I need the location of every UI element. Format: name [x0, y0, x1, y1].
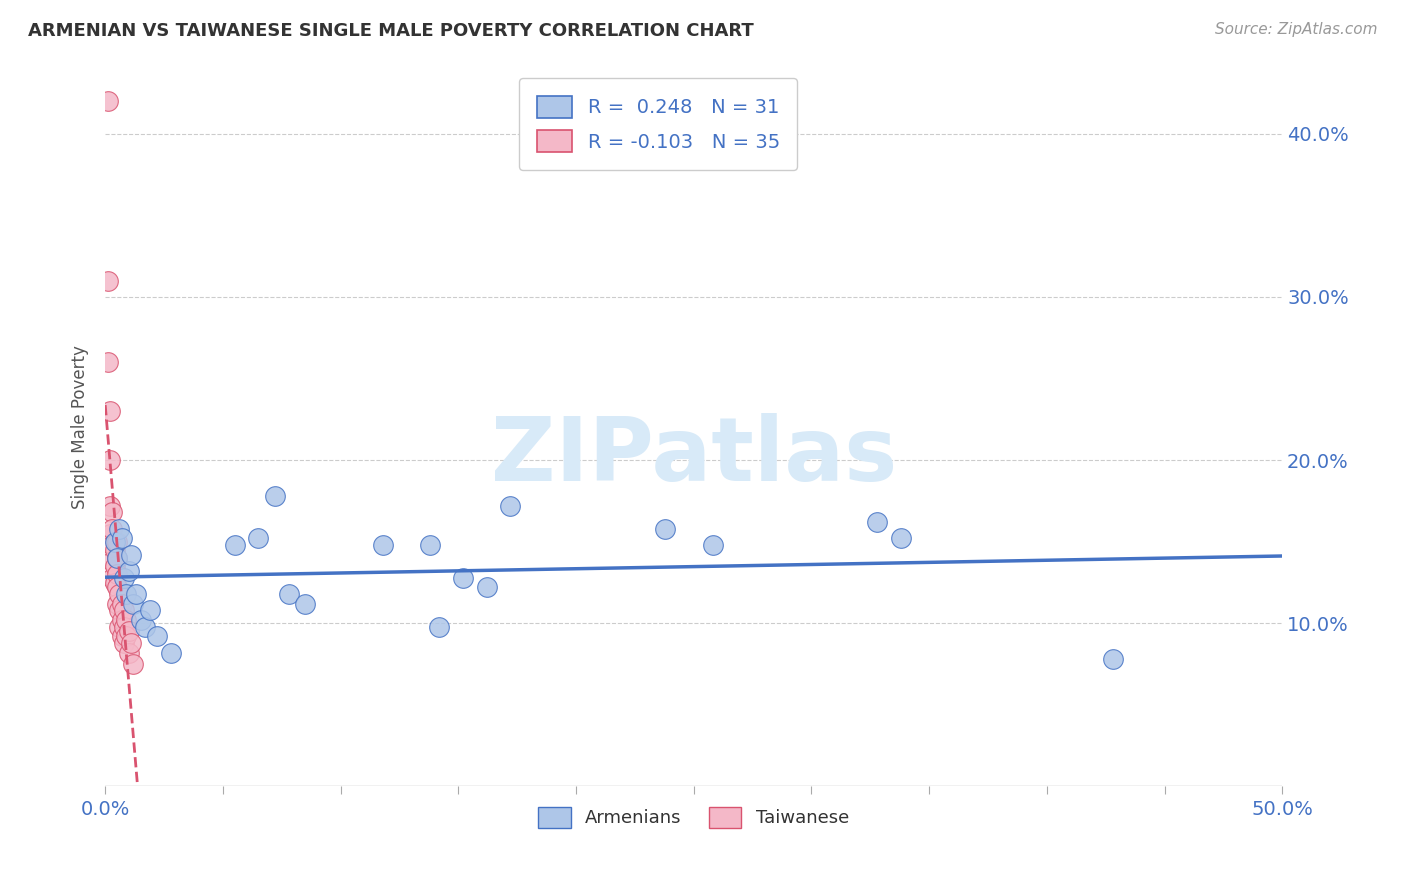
- Point: [104, 534, 127, 549]
- Point: [112, 636, 135, 650]
- Point: [97, 94, 120, 108]
- Point: [112, 603, 135, 617]
- Point: [101, 571, 124, 585]
- Point: [129, 613, 152, 627]
- Text: Source: ZipAtlas.com: Source: ZipAtlas.com: [1215, 22, 1378, 37]
- Point: [112, 619, 135, 633]
- Text: ZIPatlas: ZIPatlas: [491, 413, 897, 500]
- Point: [111, 597, 134, 611]
- Point: [105, 581, 128, 595]
- Point: [105, 567, 128, 582]
- Legend: Armenians, Taiwanese: Armenians, Taiwanese: [531, 799, 856, 835]
- Point: [224, 538, 246, 552]
- Y-axis label: Single Male Poverty: Single Male Poverty: [72, 345, 89, 509]
- Point: [105, 551, 128, 566]
- Point: [108, 619, 131, 633]
- Point: [104, 542, 127, 557]
- Point: [419, 538, 441, 552]
- Point: [890, 532, 912, 546]
- Point: [122, 597, 145, 611]
- Point: [277, 587, 299, 601]
- Point: [108, 603, 131, 617]
- Point: [101, 538, 124, 552]
- Point: [654, 522, 676, 536]
- Point: [105, 551, 128, 566]
- Point: [105, 534, 128, 549]
- Point: [112, 571, 135, 585]
- Point: [125, 587, 148, 601]
- Point: [429, 619, 451, 633]
- Point: [101, 505, 124, 519]
- Point: [101, 554, 124, 568]
- Point: [134, 619, 156, 633]
- Point: [104, 575, 127, 590]
- Point: [105, 597, 128, 611]
- Point: [111, 532, 134, 546]
- Point: [263, 489, 285, 503]
- Point: [98, 453, 121, 467]
- Point: [499, 499, 522, 513]
- Point: [118, 564, 141, 578]
- Point: [104, 559, 127, 574]
- Point: [702, 538, 724, 552]
- Point: [139, 603, 162, 617]
- Point: [294, 597, 316, 611]
- Point: [160, 646, 183, 660]
- Point: [98, 499, 121, 513]
- Point: [118, 646, 141, 660]
- Point: [97, 274, 120, 288]
- Point: [146, 629, 169, 643]
- Point: [111, 629, 134, 643]
- Point: [115, 587, 138, 601]
- Point: [108, 522, 131, 536]
- Point: [97, 355, 120, 369]
- Point: [247, 532, 270, 546]
- Point: [120, 548, 142, 562]
- Point: [98, 526, 121, 541]
- Point: [115, 629, 138, 643]
- Point: [115, 613, 138, 627]
- Point: [108, 587, 131, 601]
- Point: [120, 636, 142, 650]
- Point: [866, 515, 889, 529]
- Text: ARMENIAN VS TAIWANESE SINGLE MALE POVERTY CORRELATION CHART: ARMENIAN VS TAIWANESE SINGLE MALE POVERT…: [28, 22, 754, 40]
- Point: [1101, 652, 1123, 666]
- Point: [122, 657, 145, 672]
- Point: [451, 571, 474, 585]
- Point: [371, 538, 394, 552]
- Point: [475, 581, 498, 595]
- Point: [111, 613, 134, 627]
- Point: [98, 404, 121, 418]
- Point: [101, 522, 124, 536]
- Point: [118, 624, 141, 639]
